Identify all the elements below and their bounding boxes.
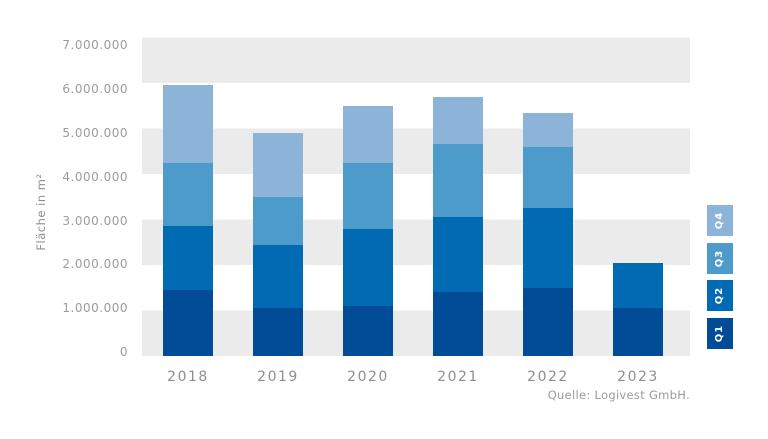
legend-label-q3: Q3: [714, 249, 726, 267]
bar-2019-segment-q2: [253, 244, 303, 309]
y-tick-label-7: 7.000.000: [62, 38, 128, 53]
bar-2019-segment-q1: [253, 308, 303, 356]
y-tick-label-1: 1.000.000: [62, 301, 128, 316]
bar-2018-segment-q3: [163, 162, 213, 227]
bar-2020-segment-q2: [343, 228, 393, 306]
bar-2021-segment-q4: [433, 96, 483, 145]
x-tick-label-2022: 2022: [527, 369, 569, 385]
bar-2022-segment-q3: [523, 146, 573, 209]
x-tick-label-2018: 2018: [167, 369, 209, 385]
legend-label-q4: Q4: [714, 211, 726, 230]
legend-label-q2: Q2: [714, 286, 726, 305]
bar-2023-segment-q2: [613, 262, 663, 309]
bar-2021-segment-q1: [433, 292, 483, 356]
bar-2020-segment-q3: [343, 162, 393, 229]
bar-2020-segment-q1: [343, 305, 393, 356]
x-tick-label-2019: 2019: [257, 369, 299, 385]
bar-2018-segment-q2: [163, 226, 213, 291]
legend-item-q3: Q3: [707, 242, 733, 274]
legend-item-q4: Q4: [707, 205, 733, 236]
bar-2022-segment-q4: [523, 112, 573, 147]
legend: Q4 Q3 Q2 Q1: [707, 205, 733, 355]
y-tick-label-4: 4.000.000: [62, 169, 128, 184]
x-tick-label-2020: 2020: [347, 369, 389, 385]
bar-2019-segment-q4: [253, 133, 303, 197]
y-tick-label-6: 6.000.000: [62, 82, 128, 97]
x-tick-label-2021: 2021: [437, 369, 479, 385]
bar-2023-segment-q1: [613, 308, 663, 356]
y-tick-label-0: 0: [119, 345, 128, 359]
plot-area: [142, 37, 690, 356]
bar-2021-segment-q2: [433, 217, 483, 293]
x-tick-label-2023: 2023: [617, 369, 659, 385]
bar-2019-segment-q3: [253, 196, 303, 245]
bar-2022-segment-q2: [523, 208, 573, 288]
bar-2020-segment-q4: [343, 105, 393, 163]
bar-2021-segment-q3: [433, 144, 483, 218]
y-tick-label-2: 2.000.000: [62, 257, 128, 272]
legend-item-q2: Q2: [707, 280, 733, 311]
source-note: Quelle: Logivest GmbH.: [547, 388, 690, 402]
bar-2018-segment-q4: [163, 85, 213, 163]
y-tick-label-3: 3.000.000: [62, 213, 128, 228]
bar-2018-segment-q1: [163, 290, 213, 356]
y-tick-label-5: 5.000.000: [62, 126, 128, 140]
bar-2022-segment-q1: [523, 287, 573, 356]
legend-label-q1: Q1: [714, 324, 726, 342]
legend-item-q1: Q1: [707, 317, 733, 349]
